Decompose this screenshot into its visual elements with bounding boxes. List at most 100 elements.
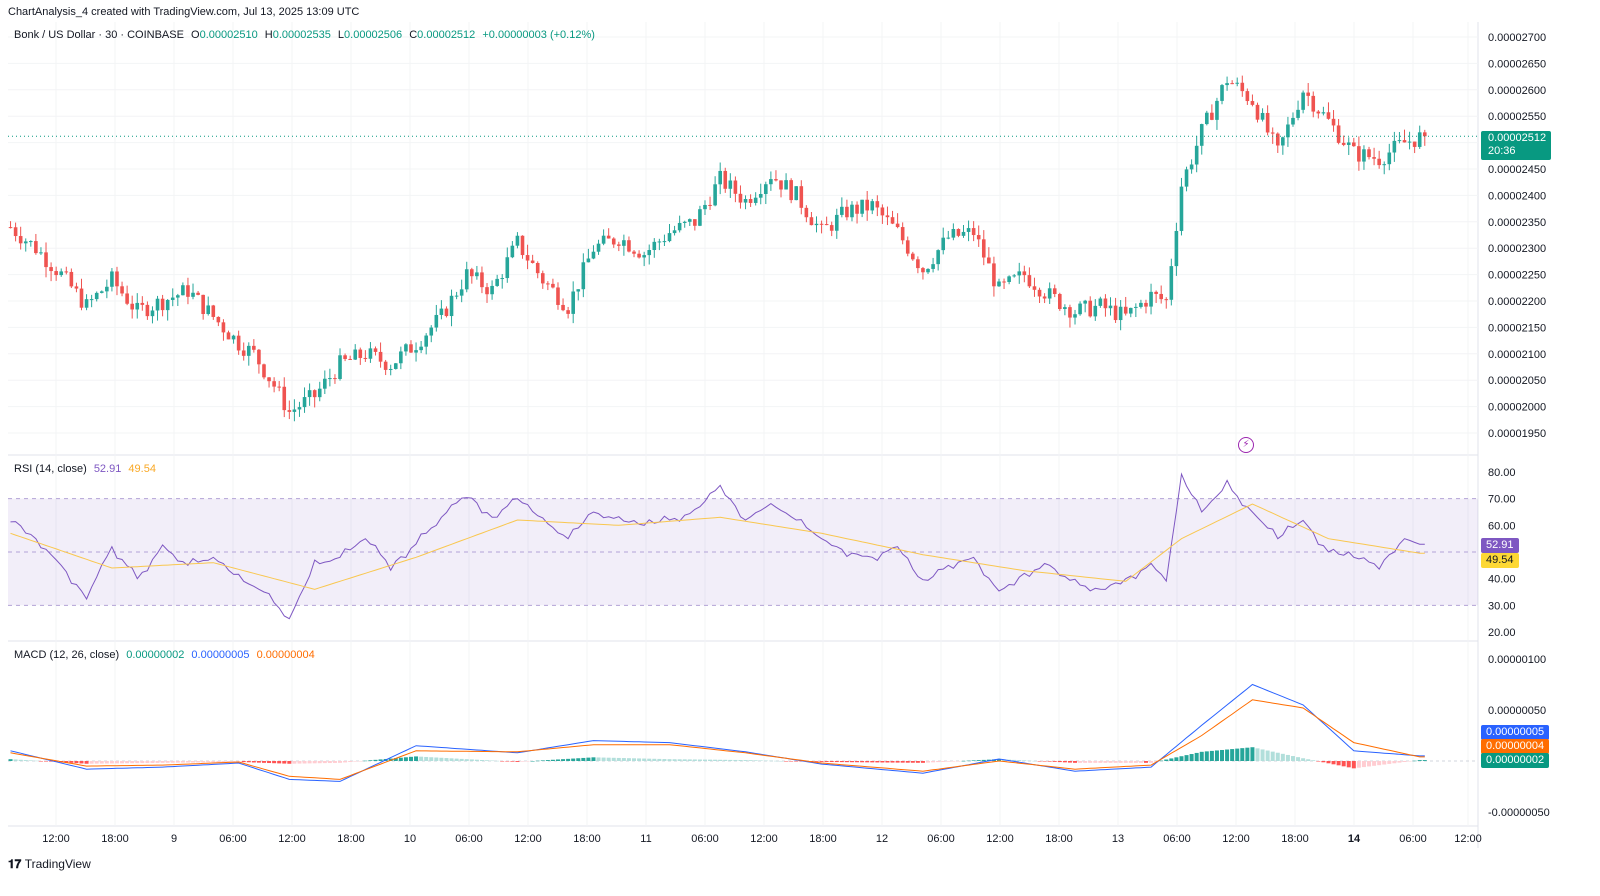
macd-histogram-bar xyxy=(231,761,236,762)
macd-histogram-bar xyxy=(393,758,398,761)
candle xyxy=(1042,296,1047,299)
candle xyxy=(758,194,763,198)
price-tick-label: 0.00002300 xyxy=(1488,243,1546,255)
candle xyxy=(338,355,342,379)
candle xyxy=(1412,141,1417,147)
macd-histogram-bar xyxy=(1184,755,1189,761)
macd-histogram-bar xyxy=(885,761,890,763)
macd-histogram-bar xyxy=(1377,761,1382,766)
rsi-tick-label: 30.00 xyxy=(1488,600,1516,612)
flash-icon[interactable]: ⚡ xyxy=(1238,437,1254,453)
candle xyxy=(449,295,454,317)
macd-histogram-bar xyxy=(449,758,454,761)
macd-histogram-bar xyxy=(981,759,986,761)
candle xyxy=(1083,300,1087,304)
candle xyxy=(1296,109,1300,118)
macd-histogram-bar xyxy=(109,761,114,764)
candle xyxy=(105,286,109,292)
candle xyxy=(1164,299,1169,301)
candle xyxy=(682,221,687,223)
candle xyxy=(530,260,535,263)
candle xyxy=(1103,298,1108,309)
candle xyxy=(34,241,38,254)
candle xyxy=(931,264,935,269)
candle xyxy=(764,184,768,195)
macd-histogram-bar xyxy=(961,760,966,762)
macd-histogram-bar xyxy=(1164,759,1169,761)
macd-histogram-bar xyxy=(1022,760,1027,761)
candle xyxy=(1301,92,1305,110)
candle xyxy=(561,304,565,311)
macd-histogram-bar xyxy=(1143,761,1148,763)
macd-histogram-bar xyxy=(307,761,312,764)
macd-histogram-bar xyxy=(890,761,895,763)
macd-histogram-bar xyxy=(13,759,18,761)
price-tick-label: 0.00002550 xyxy=(1488,111,1546,123)
candle xyxy=(272,381,276,387)
macd-histogram-bar xyxy=(459,758,464,761)
time-tick-label: 06:00 xyxy=(455,833,483,845)
macd-histogram-bar xyxy=(444,758,449,761)
candle xyxy=(170,297,175,300)
macd-line xyxy=(10,683,1425,782)
candle xyxy=(181,285,185,296)
macd-histogram-bar xyxy=(540,760,545,761)
macd-histogram-bar xyxy=(1225,749,1230,761)
candle xyxy=(718,170,722,185)
candle xyxy=(1134,306,1138,308)
macd-histogram-bar xyxy=(1220,749,1225,761)
candle xyxy=(1291,117,1295,125)
macd-histogram-bar xyxy=(490,760,495,762)
candle xyxy=(120,286,124,294)
macd-histogram-bar xyxy=(632,758,637,761)
macd-histogram-bar xyxy=(1032,760,1037,762)
candle xyxy=(64,271,69,273)
candle xyxy=(1058,294,1062,310)
candle xyxy=(693,219,697,226)
macd-histogram-bar xyxy=(1372,761,1377,766)
macd-histogram-bar xyxy=(1062,761,1067,763)
macd-histogram-bar xyxy=(1017,760,1022,761)
macd-histogram-bar xyxy=(1209,750,1214,761)
candle xyxy=(546,283,550,285)
macd-tag: 0.00000005 xyxy=(1481,725,1549,740)
candle xyxy=(252,345,256,350)
macd-histogram-bar xyxy=(870,761,875,763)
candle xyxy=(667,233,672,242)
macd-histogram-bar xyxy=(1392,761,1397,764)
candle xyxy=(1230,83,1234,85)
macd-label[interactable]: MACD (12, 26, close) xyxy=(14,649,120,661)
tv-logo-icon: 𝟏𝟕 xyxy=(8,857,22,871)
candle xyxy=(459,289,464,296)
macd-histogram-bar xyxy=(996,759,1001,761)
tradingview-logo[interactable]: 𝟏𝟕 TradingView xyxy=(8,857,91,872)
macd-histogram-bar xyxy=(1047,761,1052,762)
candle xyxy=(23,241,28,244)
candle xyxy=(211,305,216,317)
macd-histogram-bar xyxy=(566,758,571,761)
rsi-label[interactable]: RSI (14, close) xyxy=(14,463,87,475)
candle xyxy=(1139,302,1143,307)
candle xyxy=(1357,146,1361,162)
macd-histogram-bar xyxy=(1245,747,1250,761)
candle xyxy=(647,249,652,256)
symbol-label[interactable]: Bonk / US Dollar · 30 · COINBASE xyxy=(14,29,184,41)
open-value: 0.00002510 xyxy=(199,29,258,41)
macd-histogram-bar xyxy=(1331,761,1336,765)
macd-histogram-bar xyxy=(819,761,824,762)
macd-histogram-bar xyxy=(535,760,540,762)
candle xyxy=(617,244,621,246)
macd-histogram-bar xyxy=(520,761,525,762)
candle xyxy=(388,368,393,370)
price-tick-label: 0.00002000 xyxy=(1488,402,1546,414)
candle xyxy=(1336,125,1341,143)
rsi-line xyxy=(10,472,1425,620)
macd-histogram-bar xyxy=(1012,759,1017,761)
price-tag-countdown: 20:36 xyxy=(1488,145,1516,157)
macd-histogram-bar xyxy=(434,757,439,761)
macd-histogram-bar xyxy=(84,761,89,764)
candle xyxy=(662,241,667,243)
candle xyxy=(1027,275,1032,287)
candle xyxy=(333,378,337,380)
